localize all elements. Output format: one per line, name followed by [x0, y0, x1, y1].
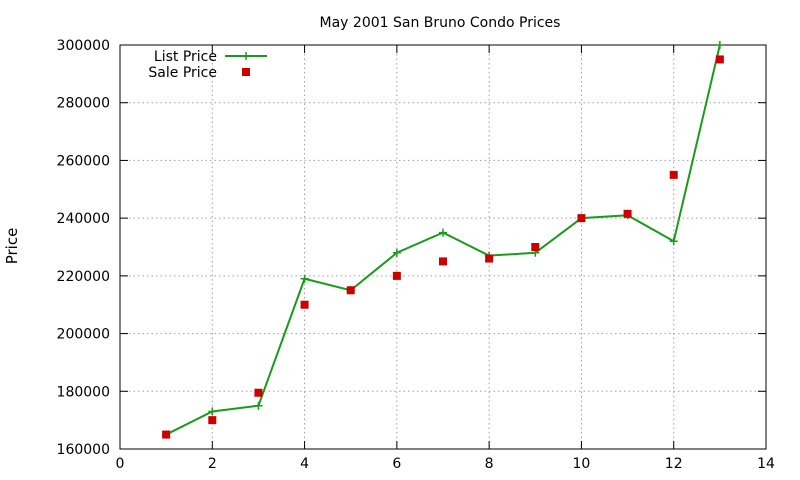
- data-point: [715, 55, 724, 64]
- y-tick-label: 180000: [57, 384, 110, 400]
- data-point: [669, 237, 678, 246]
- data-point: [439, 257, 447, 266]
- data-point: [300, 274, 309, 283]
- series: [162, 41, 724, 439]
- x-tick-label: 2: [208, 456, 217, 472]
- y-tick-label: 200000: [57, 327, 110, 343]
- grid: [120, 45, 766, 449]
- data-point: [346, 286, 355, 295]
- x-tick-label: 0: [116, 456, 125, 472]
- series-sale-price: [162, 55, 724, 439]
- data-point: [254, 401, 263, 410]
- x-tick-label: 14: [757, 456, 775, 472]
- legend-label: Sale Price: [148, 65, 217, 81]
- axis-ticks: 0 2 4 6 8 10 12 14 160000 180000 200000 220000 24000…: [57, 38, 775, 472]
- data-point: [485, 254, 494, 263]
- legend-label: List Price: [154, 49, 217, 65]
- y-axis-label: Price: [3, 228, 21, 265]
- x-tick-label: 4: [300, 456, 309, 472]
- data-point: [208, 416, 217, 425]
- y-tick-label: 300000: [57, 38, 110, 54]
- x-tick-label: 12: [665, 456, 683, 472]
- x-tick-label: 6: [392, 456, 401, 472]
- x-tick-label: 10: [573, 456, 591, 472]
- data-point: [392, 248, 401, 257]
- x-tick-label: 8: [485, 456, 494, 472]
- plot-frame: [119, 44, 767, 450]
- legend-marker: [242, 52, 250, 60]
- data-point: [439, 228, 447, 237]
- data-point: [300, 300, 309, 309]
- data-point: [577, 214, 586, 223]
- data-point: [623, 209, 632, 218]
- chart-title: May 2001 San Bruno Condo Prices: [320, 15, 561, 31]
- y-tick-label: 160000: [57, 442, 110, 458]
- data-point: [531, 243, 540, 251]
- series-list-price: [162, 41, 724, 439]
- data-point: [208, 407, 217, 416]
- y-tick-label: 280000: [57, 96, 110, 112]
- data-point: [669, 170, 678, 179]
- series-line: [165, 44, 721, 436]
- data-point: [715, 41, 724, 49]
- y-tick-label: 220000: [57, 269, 110, 285]
- y-tick-label: 240000: [57, 211, 110, 227]
- data-point: [392, 271, 401, 280]
- y-tick-label: 260000: [57, 153, 110, 169]
- data-point: [162, 430, 171, 439]
- data-point: [254, 388, 263, 397]
- legend-swatch: [242, 68, 250, 76]
